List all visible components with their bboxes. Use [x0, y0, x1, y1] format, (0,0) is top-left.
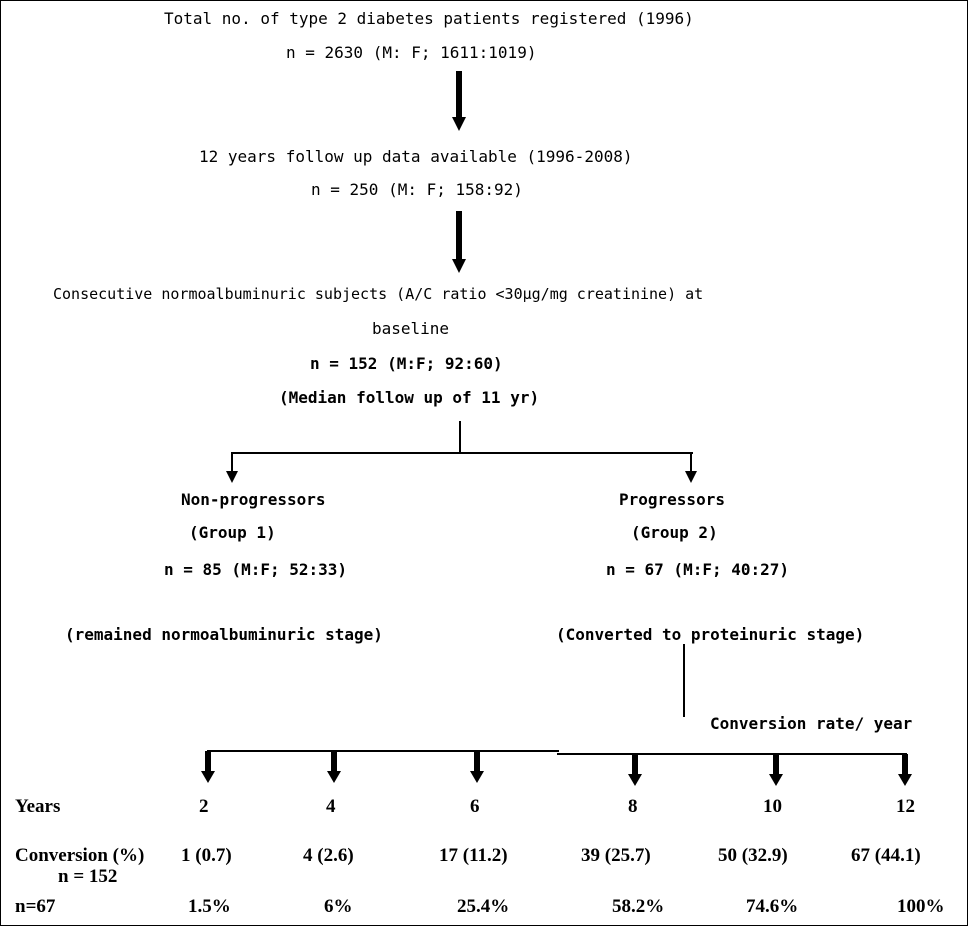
normo-title-line1: Consecutive normoalbuminuric subjects (A… [53, 285, 704, 303]
conversion-cell: 67 (44.1) [851, 845, 921, 866]
conversion-cell: 4 (2.6) [303, 845, 354, 866]
year-cell: 8 [628, 796, 638, 817]
conversion-cell: 39 (25.7) [581, 845, 651, 866]
arrow-2-head [452, 259, 466, 273]
year-6-shaft [474, 751, 480, 773]
year-4-shaft [331, 751, 337, 773]
split-right-drop [690, 452, 692, 474]
followup-title: 12 years follow up data available (1996-… [199, 147, 633, 166]
cumulative-cell: 58.2% [612, 896, 665, 917]
year-6-head [470, 771, 484, 783]
arrow-1-shaft [456, 71, 462, 121]
cumulative-cell: 1.5% [188, 896, 231, 917]
year-4-head [327, 771, 341, 783]
year-8-shaft [632, 754, 638, 776]
year-cell: 6 [470, 796, 480, 817]
year-cell: 12 [896, 796, 915, 817]
group1-count: n = 85 (M:F; 52:33) [164, 560, 348, 579]
followup-count: n = 250 (M: F; 158:92) [311, 180, 523, 199]
group1-note: (remained normoalbuminuric stage) [65, 625, 383, 644]
year-10-head [769, 774, 783, 786]
year-bar-right [557, 753, 907, 755]
group2-count: n = 67 (M:F; 40:27) [606, 560, 790, 579]
year-8-head [628, 774, 642, 786]
cumulative-cell: 6% [324, 896, 353, 917]
n67-row-label: n=67 [15, 896, 56, 917]
normo-title-line2: baseline [372, 319, 450, 338]
normo-count: n = 152 (M:F; 92:60) [310, 354, 503, 373]
group2-note: (Converted to proteinuric stage) [556, 625, 865, 644]
arrow-1-head [452, 117, 466, 131]
registered-title: Total no. of type 2 diabetes patients re… [164, 9, 694, 28]
split-right-head [685, 471, 697, 483]
years-row-label: Years [15, 796, 61, 817]
arrow-2-shaft [456, 211, 462, 263]
conversion-cell: 17 (11.2) [439, 845, 508, 866]
cumulative-cell: 74.6% [746, 896, 799, 917]
year-10-shaft [773, 754, 779, 776]
registered-count: n = 2630 (M: F; 1611:1019) [286, 43, 537, 62]
split-left-head [226, 471, 238, 483]
group1-label: (Group 1) [189, 523, 276, 542]
year-2-shaft [205, 751, 211, 773]
year-12-shaft [902, 754, 908, 776]
normo-median: (Median follow up of 11 yr) [279, 388, 540, 407]
year-12-head [898, 774, 912, 786]
cumulative-cell: 100% [897, 896, 945, 917]
conversion-cell: 50 (32.9) [718, 845, 788, 866]
conversion-row-sublabel: n = 152 [58, 866, 118, 887]
cumulative-cell: 25.4% [457, 896, 510, 917]
year-2-head [201, 771, 215, 783]
conversion-cell: 1 (0.7) [181, 845, 232, 866]
year-cell: 2 [199, 796, 209, 817]
group1-name: Non-progressors [181, 490, 326, 509]
conversion-row-label: Conversion (%) [15, 845, 145, 866]
year-bar-left [207, 750, 559, 752]
group2-stem [683, 644, 685, 717]
split-stem [459, 421, 461, 453]
year-cell: 10 [763, 796, 782, 817]
split-bar [231, 452, 693, 454]
conversion-rate-label: Conversion rate/ year [710, 714, 913, 733]
split-left-drop [231, 452, 233, 474]
group2-name: Progressors [619, 490, 725, 509]
year-cell: 4 [326, 796, 336, 817]
group2-label: (Group 2) [631, 523, 718, 542]
